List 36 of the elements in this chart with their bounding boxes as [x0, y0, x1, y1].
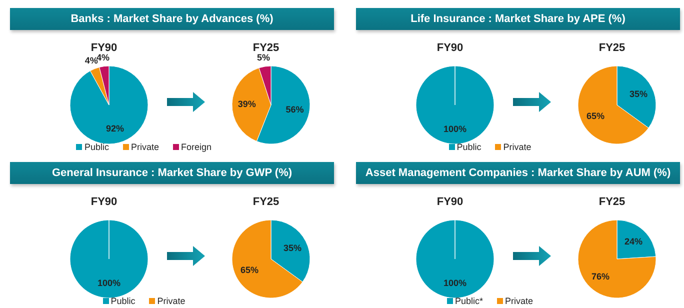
- data-label: 100%: [97, 278, 121, 288]
- slice-label: FY90: [436, 196, 464, 208]
- legend-label: Public: [110, 296, 136, 306]
- data-label: 76%: [591, 272, 610, 282]
- slice-label: FY25: [252, 196, 280, 208]
- slice-label: FY25: [598, 42, 626, 54]
- data-label: 39%: [238, 99, 256, 110]
- data-label: 5%: [256, 52, 270, 63]
- data-label: 4%: [96, 52, 110, 62]
- data-label: 35%: [284, 243, 302, 254]
- slice-label: FY25: [598, 196, 626, 208]
- slice-label: FY90: [90, 42, 118, 54]
- data-label: 65%: [240, 264, 258, 275]
- legend-label: Public: [456, 142, 482, 152]
- data-label: 35%: [630, 89, 648, 100]
- legend-label: Private: [157, 296, 186, 306]
- data-label: 65%: [586, 110, 604, 121]
- legend-label: Public: [84, 142, 109, 152]
- legend-label: Foreign: [181, 142, 212, 152]
- chart-title: Banks : Market Share by Advances (%): [10, 8, 334, 30]
- data-label: 56%: [286, 104, 304, 115]
- data-label: 4%: [84, 55, 98, 66]
- slice-label: FY90: [436, 42, 464, 54]
- legend-label: Private: [505, 296, 534, 306]
- chart-title: General Insurance : Market Share by GWP (%): [10, 162, 334, 184]
- data-label: 100%: [443, 278, 467, 288]
- data-label: 24%: [624, 236, 643, 246]
- slice-label: FY25: [252, 42, 280, 54]
- legend-label: Public*: [454, 296, 483, 306]
- legend-label: Private: [503, 142, 532, 152]
- chart-title: Asset Management Companies : Market Share by AUM (%): [356, 162, 680, 184]
- data-label: 100%: [443, 124, 467, 134]
- slice-label: FY90: [90, 196, 118, 208]
- legend-label: Private: [130, 142, 159, 152]
- chart-title: Life Insurance : Market Share by APE (%): [356, 8, 680, 30]
- data-label: 92%: [106, 123, 124, 134]
